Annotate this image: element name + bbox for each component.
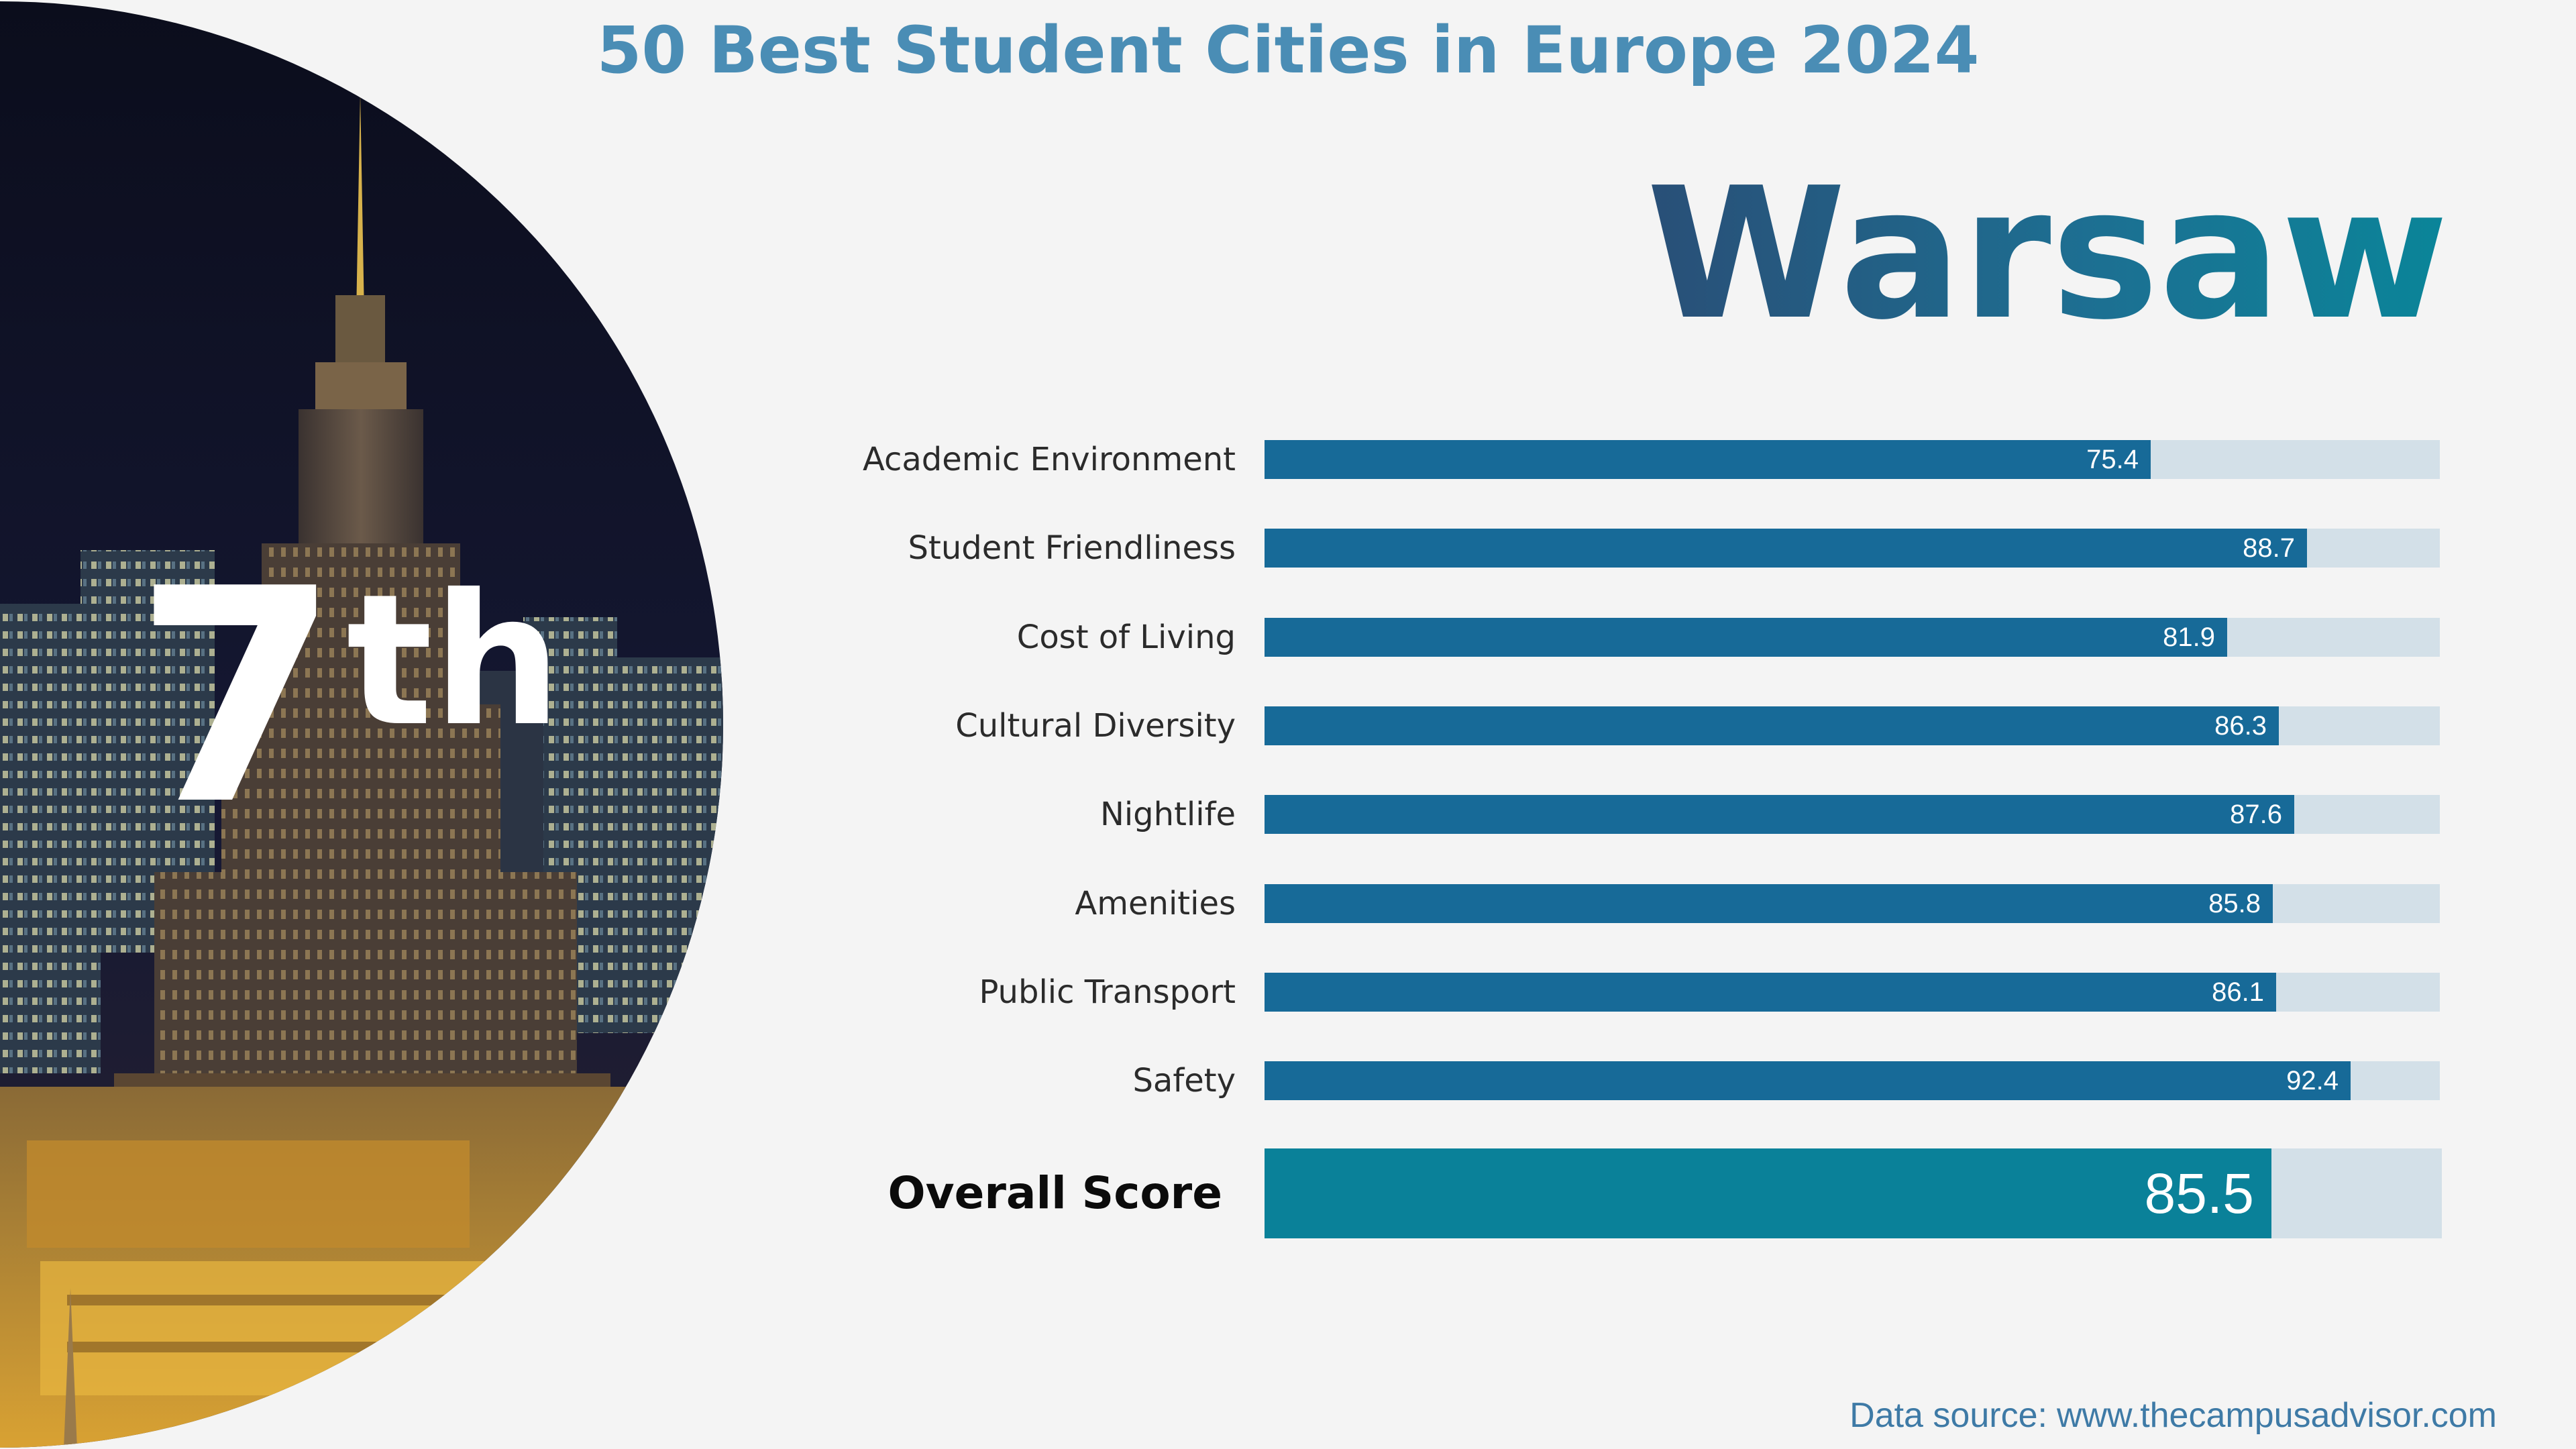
bar: 92.4 xyxy=(1265,1061,2351,1100)
bar-track: 81.9 xyxy=(1265,618,2440,657)
bar-value-label: 81.9 xyxy=(2163,623,2215,652)
bar-track: 88.7 xyxy=(1265,529,2440,568)
bar-value-label: 87.6 xyxy=(2230,800,2282,829)
rank-number: 7 xyxy=(134,526,340,869)
bar: 88.7 xyxy=(1265,529,2307,568)
bar: 85.8 xyxy=(1265,884,2273,923)
bar: 81.9 xyxy=(1265,618,2227,657)
bar: 87.6 xyxy=(1265,795,2294,834)
overall-score-label: Overall Score xyxy=(888,1167,1222,1219)
bar-value-label: 86.3 xyxy=(2214,711,2267,741)
rank-suffix: th xyxy=(346,555,562,766)
bar-track: 86.1 xyxy=(1265,973,2440,1012)
page-title: 50 Best Student Cities in Europe 2024 xyxy=(596,13,1980,88)
bar-track: 85.8 xyxy=(1265,884,2440,923)
bar-value-label: 86.1 xyxy=(2212,977,2264,1007)
bar: 75.4 xyxy=(1265,440,2151,479)
bar: 86.1 xyxy=(1265,973,2276,1012)
rank-badge: 7th xyxy=(134,550,561,845)
overall-score-bar: 85.5 xyxy=(1265,1148,2271,1238)
overall-score-value: 85.5 xyxy=(2144,1162,2255,1225)
category-label: Amenities xyxy=(1075,885,1236,922)
overall-score-track: 85.5 xyxy=(1265,1148,2442,1238)
bar-track: 75.4 xyxy=(1265,440,2440,479)
category-label: Cost of Living xyxy=(1016,619,1236,656)
bar-value-label: 88.7 xyxy=(2243,533,2295,563)
category-label: Nightlife xyxy=(1099,796,1236,833)
city-name: Warsaw xyxy=(1646,148,2449,360)
bar-track: 92.4 xyxy=(1265,1061,2440,1100)
category-label: Safety xyxy=(1132,1062,1236,1099)
bar: 86.3 xyxy=(1265,706,2279,745)
bar-value-label: 85.8 xyxy=(2208,889,2261,918)
bar-value-label: 92.4 xyxy=(2286,1066,2339,1095)
data-source-label: Data source: xyxy=(1849,1396,2047,1435)
bar-value-label: 75.4 xyxy=(2086,445,2139,474)
category-label: Public Transport xyxy=(979,973,1236,1011)
category-label: Student Friendliness xyxy=(908,529,1236,567)
category-label: Academic Environment xyxy=(862,441,1236,478)
bar-track: 86.3 xyxy=(1265,706,2440,745)
data-source: Data source: www.thecampusadvisor.com xyxy=(1849,1395,2497,1436)
city-photo xyxy=(0,1,723,1448)
category-label: Cultural Diversity xyxy=(955,707,1236,745)
bar-track: 87.6 xyxy=(1265,795,2440,834)
data-source-link[interactable]: www.thecampusadvisor.com xyxy=(2056,1396,2497,1435)
